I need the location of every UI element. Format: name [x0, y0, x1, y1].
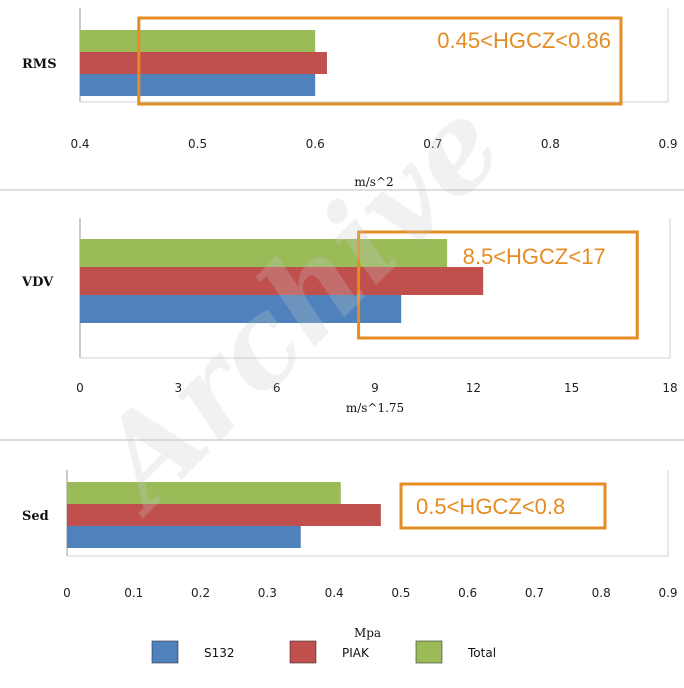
bar-total — [80, 239, 448, 267]
hgcz-range-box — [357, 230, 639, 340]
x-tick-label: 0.8 — [592, 586, 611, 600]
x-tick-label: 18 — [662, 381, 677, 395]
x-tick-label: 0.4 — [325, 586, 344, 600]
legend-label-s132: S132 — [204, 646, 235, 660]
hgcz-range-box — [399, 482, 607, 530]
hgcz-range-box — [137, 16, 623, 106]
legend-swatch-total — [415, 640, 443, 664]
x-tick-label: 0 — [63, 586, 71, 600]
x-tick-label: 0.9 — [658, 137, 677, 151]
x-tick-label: 0.3 — [258, 586, 277, 600]
x-tick-label: 9 — [371, 381, 379, 395]
legend-label-total: Total — [467, 646, 496, 660]
x-tick-label: 0.1 — [124, 586, 143, 600]
x-tick-label: 0.6 — [306, 137, 325, 151]
x-tick-label: 0.9 — [658, 586, 677, 600]
legend-swatch-s132 — [151, 640, 179, 664]
category-label: VDV — [21, 275, 54, 290]
x-tick-label: 6 — [273, 381, 281, 395]
x-tick-label: 0.6 — [458, 586, 477, 600]
x-tick-label: 0.7 — [525, 586, 544, 600]
x-tick-label: 3 — [175, 381, 183, 395]
x-tick-label: 0.8 — [541, 137, 560, 151]
x-tick-label: 0.2 — [191, 586, 210, 600]
legend-label-piak: PIAK — [342, 646, 370, 660]
bar-s132 — [80, 295, 402, 323]
x-axis-unit: m/s^2 — [354, 175, 393, 189]
bar-total — [80, 30, 316, 52]
category-label: Sed — [22, 509, 49, 524]
bar-s132 — [80, 74, 316, 96]
category-label: RMS — [22, 57, 57, 72]
x-tick-label: 12 — [466, 381, 481, 395]
bar-s132 — [67, 526, 301, 548]
x-tick-label: 0 — [76, 381, 84, 395]
hgcz-range-label: 0.45<HGCZ<0.86 — [437, 28, 611, 53]
x-tick-label: 0.4 — [70, 137, 89, 151]
x-tick-label: 0.5 — [188, 137, 207, 151]
bar-piak — [80, 267, 484, 295]
x-axis-unit: Mpa — [354, 626, 381, 640]
x-tick-label: 0.5 — [391, 586, 410, 600]
chart-panel-sed: Sed 0 0.1 0.2 0.3 0.4 0.5 0.6 0.7 0.8 0.9 Mpa 0.5<HG… — [22, 470, 678, 640]
x-tick-label: 15 — [564, 381, 579, 395]
x-axis-unit: m/s^1.75 — [346, 401, 404, 415]
bar-piak — [67, 504, 381, 526]
x-tick-label: 0.7 — [423, 137, 442, 151]
bar-piak — [80, 52, 327, 74]
hgcz-range-label: 8.5<HGCZ<17 — [463, 244, 606, 269]
chart-panel-vdv: VDV 0 3 6 9 12 15 18 m/s^1.75 8.5<HGCZ<17 — [21, 218, 678, 415]
hgcz-range-label: 0.5<HGCZ<0.8 — [416, 494, 565, 519]
legend-swatch-piak — [289, 640, 317, 664]
bar-total — [67, 482, 341, 504]
chart-panel-rms: RMS 0.4 0.5 0.6 0.7 0.8 0.9 m/s^2 0.45<HGCZ<0.86 — [22, 8, 678, 189]
